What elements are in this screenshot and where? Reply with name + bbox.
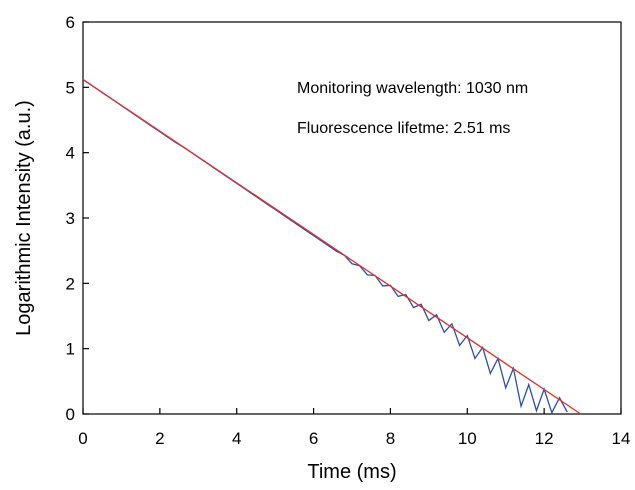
y-tick-label: 2	[66, 274, 75, 293]
x-tick-label: 6	[309, 429, 318, 448]
x-axis-label: Time (ms)	[307, 461, 396, 483]
data-line	[82, 78, 582, 415]
y-tick-label: 5	[66, 78, 75, 97]
x-tick-label: 12	[535, 429, 554, 448]
y-tick-label: 1	[66, 340, 75, 359]
y-tick-label: 6	[66, 13, 75, 32]
annotation: Fluorescence lifetme: 2.51 ms	[297, 120, 510, 137]
x-tick-label: 10	[458, 429, 477, 448]
x-tick-label: 0	[78, 429, 87, 448]
annotation: Monitoring wavelength: 1030 nm	[297, 80, 528, 97]
y-tick-label: 0	[66, 405, 75, 424]
y-tick-label: 3	[66, 209, 75, 228]
x-tick-label: 8	[386, 429, 395, 448]
y-tick-label: 4	[66, 144, 75, 163]
x-tick-label: 2	[155, 429, 164, 448]
x-tick-label: 4	[232, 429, 241, 448]
y-axis-label: Logarithmic Intensity (a.u.)	[13, 100, 35, 336]
x-tick-label: 14	[612, 429, 631, 448]
